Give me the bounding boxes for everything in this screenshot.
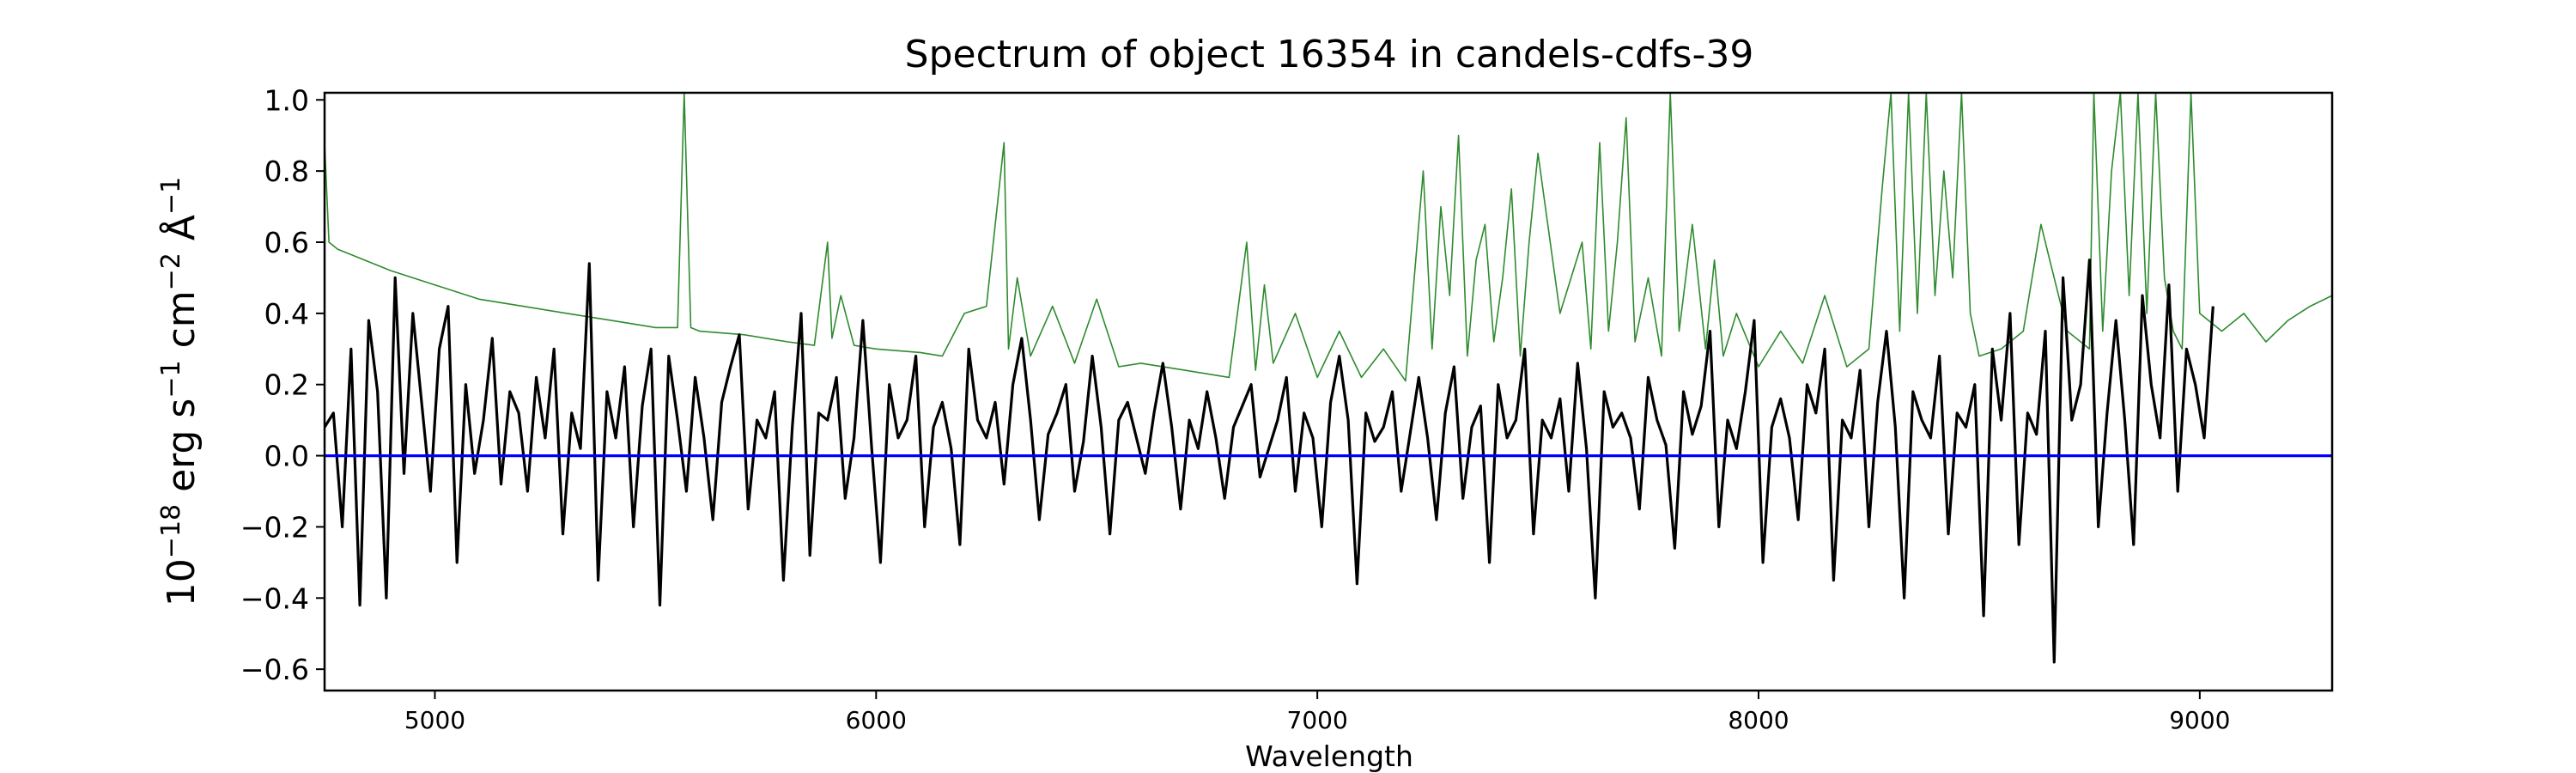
x-tick-label: 8000 — [1728, 706, 1789, 734]
y-axis-label: 10−18 erg s−1 cm−2 Å−1 — [156, 177, 204, 606]
y-tick-label: 0.0 — [264, 440, 309, 473]
y-label-part: −1 — [156, 360, 186, 398]
y-label-part: cm — [160, 290, 204, 360]
y-tick-label: 0.4 — [264, 297, 309, 331]
y-tick-label: 1.0 — [264, 83, 309, 117]
x-tick-label: 9000 — [2169, 706, 2230, 734]
x-tick-label: 7000 — [1287, 706, 1348, 734]
y-label-part: 10 — [160, 558, 204, 606]
y-label-part: erg s — [160, 399, 204, 504]
y-tick-label: 0.6 — [264, 226, 309, 259]
y-tick-label: −0.4 — [240, 581, 309, 615]
x-axis: 5000 6000 7000 8000 9000 — [404, 691, 2230, 734]
y-axis: 1.0 0.8 0.6 0.4 0.2 0.0 −0.2 −0.4 −0.6 — [240, 83, 325, 686]
x-axis-label: Wavelength — [1245, 740, 1413, 773]
chart-title: Spectrum of object 16354 in candels-cdfs… — [905, 33, 1754, 76]
y-label-part: −1 — [156, 177, 186, 215]
noise-series-line — [325, 93, 2332, 382]
y-tick-label: −0.6 — [240, 653, 309, 686]
y-tick-label: −0.2 — [240, 510, 309, 544]
y-tick-label: 0.8 — [264, 155, 309, 188]
y-label-part: −2 — [156, 253, 186, 290]
y-label-part: −18 — [156, 504, 186, 558]
flux-series-line — [325, 259, 2215, 664]
y-label-part: Å — [158, 215, 204, 253]
plot-lines — [325, 93, 2332, 664]
plot-frame — [323, 91, 2334, 692]
x-tick-label: 6000 — [846, 706, 907, 734]
y-tick-label: 0.2 — [264, 368, 309, 402]
x-tick-label: 5000 — [404, 706, 465, 734]
